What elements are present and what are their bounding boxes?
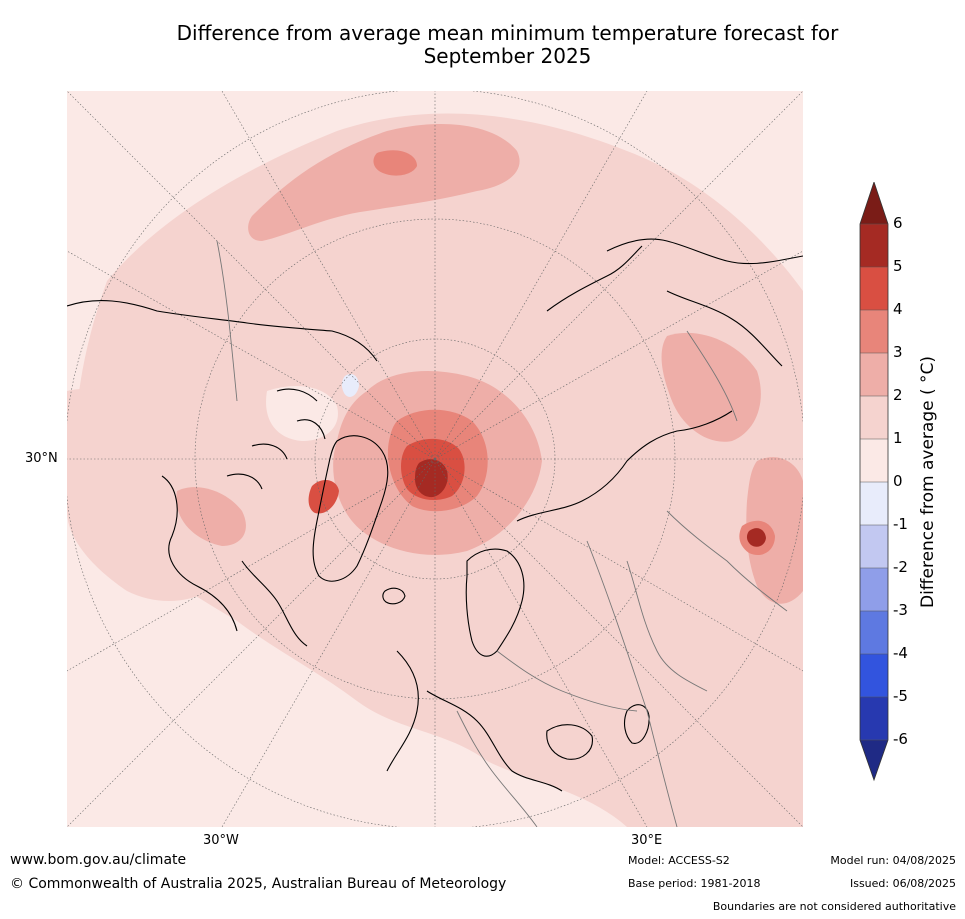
coast-bering <box>546 245 643 312</box>
colorbar-svg <box>859 180 889 782</box>
coastlines <box>67 238 803 792</box>
anomaly-5-6-mongolia-spot <box>746 528 766 547</box>
colorbar-tick-label: -2 <box>893 558 908 576</box>
coast-black-caspian <box>546 704 650 760</box>
colorbar-segment <box>860 353 888 396</box>
anomaly-3-4-baffin <box>308 479 339 514</box>
colorbar-over-arrow <box>860 182 888 224</box>
colorbar-tick-label: 2 <box>893 386 903 404</box>
footer-issued: Issued: 06/08/2025 <box>849 877 956 890</box>
footer-copyright: © Commonwealth of Australia 2025, Austra… <box>10 876 507 892</box>
colorbar-title: Difference from average ( °C) <box>918 355 938 609</box>
colorbar-tick-label: 5 <box>893 257 903 275</box>
colorbar-segment <box>860 267 888 310</box>
colorbar-segment <box>860 224 888 267</box>
forecast-map[interactable] <box>67 91 803 827</box>
map-svg <box>67 91 803 827</box>
anomaly-neg-small-patch <box>341 374 359 397</box>
coast-north-america-arctic <box>67 300 378 362</box>
coast-canada-islands <box>226 388 326 490</box>
colorbar: 6 5 4 3 2 1 0 -1 -2 -3 -4 -5 -6 <box>859 180 959 782</box>
coast-siberia <box>516 410 733 522</box>
anomaly-2-3-north-pacific <box>248 123 520 241</box>
footer-disclaimer: Boundaries are not considered authoritat… <box>712 900 956 913</box>
colorbar-segment <box>860 654 888 697</box>
colorbar-tick-label: -4 <box>893 644 908 662</box>
anomaly-2-3-east-siberia <box>661 332 761 442</box>
colorbar-tick-label: -3 <box>893 601 908 619</box>
colorbar-segment <box>860 439 888 482</box>
graticule <box>67 91 803 827</box>
colorbar-tick-label: -1 <box>893 515 908 533</box>
colorbar-tick-label: 4 <box>893 300 903 318</box>
coast-europe <box>386 650 563 792</box>
coast-iceland <box>382 587 406 605</box>
colorbar-segment <box>860 568 888 611</box>
colorbar-under-arrow <box>860 740 888 780</box>
colorbar-segment <box>860 611 888 654</box>
colorbar-tick-label: 1 <box>893 429 903 447</box>
colorbar-tick-label: -6 <box>893 730 908 748</box>
coast-hudson-bay <box>161 475 238 632</box>
coast-scandinavia <box>465 548 525 657</box>
colorbar-segment <box>860 310 888 353</box>
colorbar-tick-label: 3 <box>893 343 903 361</box>
footer-model: Model: ACCESS-S2 <box>628 854 730 867</box>
colorbar-segment <box>860 482 888 525</box>
lon-30e-label: 30°E <box>631 833 663 848</box>
footer-base-period: Base period: 1981-2018 <box>628 877 761 890</box>
lat-30n-label: 30°N <box>25 451 58 466</box>
colorbar-tick-label: 0 <box>893 472 903 490</box>
colorbar-segment <box>860 396 888 439</box>
country-borders <box>216 240 788 827</box>
lon-30w-label: 30°W <box>203 833 239 848</box>
colorbar-tick-label: 6 <box>893 214 903 232</box>
anomaly-1-2-band-west <box>67 389 237 601</box>
colorbar-tick-label: -5 <box>893 687 908 705</box>
coast-labrador <box>241 560 308 647</box>
chart-title: Difference from average mean minimum tem… <box>176 21 839 68</box>
colorbar-segment <box>860 697 888 740</box>
anomaly-5-6-arctic-core <box>415 459 448 498</box>
colorbar-segment <box>860 525 888 568</box>
coast-east-asia <box>606 238 803 367</box>
anomaly-3-4-pacific-spot <box>373 150 417 176</box>
footer-model-run: Model run: 04/08/2025 <box>830 854 956 867</box>
anomaly-2-3-west-band <box>176 487 246 546</box>
footer-url-link[interactable]: www.bom.gov.au/climate <box>10 852 187 868</box>
coast-greenland <box>312 435 389 582</box>
